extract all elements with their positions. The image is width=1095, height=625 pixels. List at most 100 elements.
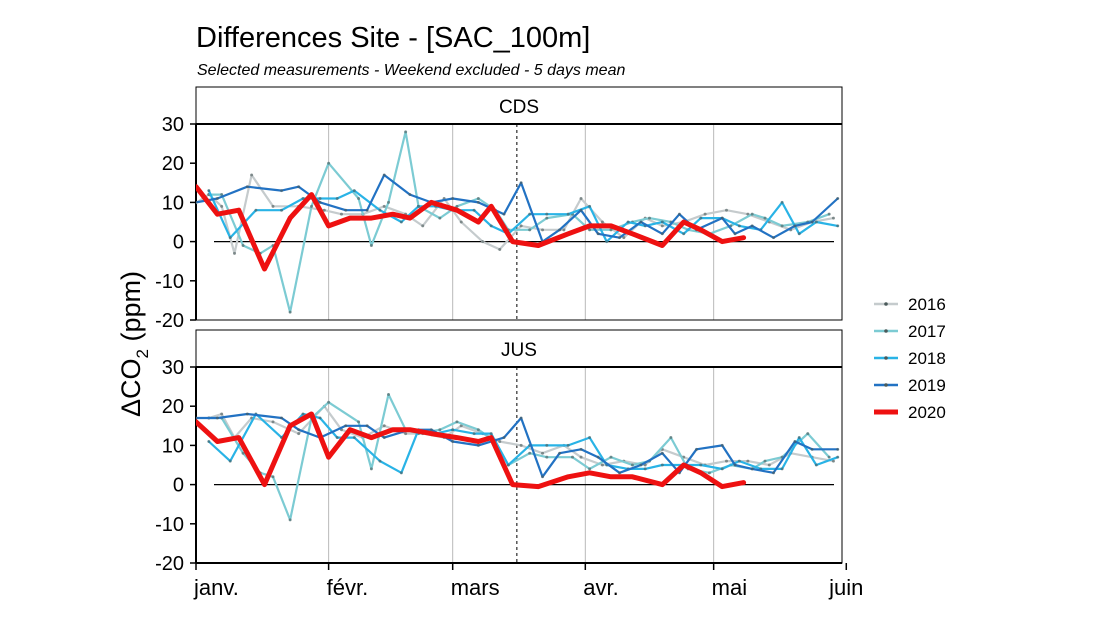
data-point-2019 — [596, 232, 600, 236]
y-tick-label: -10 — [155, 271, 184, 293]
data-point-2017 — [220, 193, 224, 197]
panel-strip — [195, 86, 843, 125]
data-point-2016 — [322, 208, 326, 212]
data-point-2019 — [365, 208, 369, 212]
data-point-2017 — [707, 471, 711, 475]
chart-title: Differences Site - [SAC_100m] — [196, 22, 590, 54]
data-point-2017 — [387, 392, 391, 396]
data-point-2020 — [215, 439, 220, 444]
data-point-2019 — [618, 236, 622, 240]
data-point-2018 — [207, 189, 211, 193]
data-point-2019 — [772, 471, 776, 475]
data-point-2020 — [455, 208, 459, 213]
data-point-2019 — [541, 475, 545, 479]
data-point-2016 — [382, 424, 386, 428]
data-point-2019 — [558, 451, 562, 455]
data-point-2017 — [528, 228, 532, 232]
data-point-2020 — [681, 220, 686, 224]
series-line-2020 — [196, 411, 747, 490]
data-point-2016 — [660, 224, 664, 228]
legend-swatch-point — [884, 410, 888, 414]
data-point-2016 — [541, 451, 545, 455]
data-point-2019 — [695, 447, 699, 451]
data-point-2019 — [810, 447, 814, 451]
y-tick-label: -20 — [155, 310, 184, 332]
y-tick-label: 10 — [162, 435, 184, 457]
data-point-2020 — [236, 435, 241, 440]
data-point-2020 — [720, 484, 725, 489]
data-point-2017 — [827, 455, 831, 459]
data-point-2018 — [699, 216, 703, 220]
data-point-2017 — [404, 130, 408, 134]
x-tick-label: juin — [828, 575, 863, 600]
data-point-2018 — [335, 196, 339, 200]
data-point-2019 — [382, 436, 386, 440]
data-point-2016 — [724, 459, 728, 463]
x-tick-label: mars — [451, 575, 500, 600]
data-point-2019 — [720, 443, 724, 447]
data-point-2020 — [309, 412, 314, 416]
data-point-2016 — [459, 220, 463, 224]
data-point-2019 — [196, 200, 198, 204]
legend-swatch-point — [884, 356, 888, 360]
data-point-2018 — [528, 212, 532, 216]
data-point-2020 — [587, 224, 592, 228]
y-tick-label: 30 — [162, 357, 184, 379]
series-group — [196, 392, 840, 522]
data-point-2019 — [618, 471, 622, 475]
data-point-2018 — [318, 416, 322, 420]
data-point-2019 — [280, 416, 284, 420]
data-point-2020 — [566, 231, 570, 236]
data-point-2020 — [609, 224, 613, 228]
data-point-2020 — [630, 474, 635, 479]
data-point-2020 — [348, 427, 352, 432]
data-point-2019 — [365, 424, 369, 428]
data-point-2019 — [451, 196, 455, 200]
data-point-2017 — [545, 216, 549, 220]
data-point-2016 — [481, 240, 485, 244]
data-point-2019 — [502, 436, 506, 440]
data-point-2020 — [288, 216, 292, 220]
data-point-2019 — [215, 416, 219, 420]
data-point-2019 — [245, 185, 249, 189]
data-point-2016 — [519, 224, 523, 228]
data-point-2020 — [536, 243, 541, 248]
data-point-2019 — [639, 220, 643, 224]
data-point-2018 — [814, 220, 818, 224]
data-point-2017 — [271, 475, 275, 479]
data-point-2018 — [814, 463, 818, 467]
data-point-2020 — [720, 239, 725, 244]
y-tick-label: -20 — [155, 553, 184, 575]
data-point-2020 — [741, 235, 746, 240]
panel-jus: JUS -20 -10 0 10 20 30 — [155, 329, 843, 575]
data-point-2019 — [579, 447, 583, 451]
data-point-2018 — [472, 208, 476, 212]
data-point-2018 — [545, 443, 549, 447]
x-tick-label: mai — [712, 575, 747, 600]
data-point-2020 — [489, 435, 493, 440]
legend-item-2020: 2020 — [874, 403, 946, 422]
data-point-2018 — [352, 189, 356, 193]
data-point-2016 — [498, 247, 502, 251]
data-point-2017 — [669, 436, 673, 440]
data-point-2017 — [327, 400, 331, 404]
data-point-2017 — [310, 204, 314, 208]
data-point-2019 — [502, 212, 506, 216]
data-point-2018 — [335, 436, 339, 440]
data-point-2020 — [660, 243, 665, 248]
data-point-2018 — [228, 459, 232, 463]
series-group — [196, 130, 840, 314]
y-tick-label: 0 — [173, 475, 184, 497]
data-point-2019 — [579, 208, 583, 212]
data-point-2020 — [566, 474, 570, 479]
data-point-2019 — [660, 232, 664, 236]
data-point-2018 — [836, 224, 840, 228]
data-point-2018 — [301, 196, 305, 200]
data-point-2020 — [699, 471, 703, 475]
data-point-2019 — [280, 189, 284, 193]
data-point-2017 — [750, 212, 754, 216]
data-point-2017 — [455, 420, 459, 424]
data-point-2019 — [196, 416, 198, 420]
data-point-2019 — [677, 212, 681, 216]
data-point-2020 — [326, 455, 331, 459]
